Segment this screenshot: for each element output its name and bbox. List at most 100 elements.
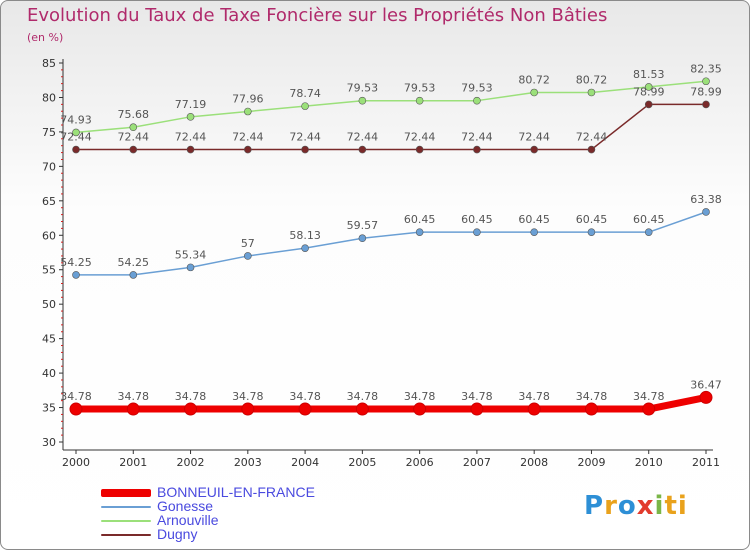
x-tick-label: 2008 <box>520 456 548 469</box>
x-tick-label: 2009 <box>577 456 605 469</box>
data-point <box>358 145 367 154</box>
legend-label: Dugny <box>157 526 198 542</box>
data-point <box>186 145 195 154</box>
data-point <box>301 145 309 154</box>
y-tick-label: 45 <box>42 333 56 346</box>
y-tick-label: 70 <box>42 160 56 173</box>
data-label: 78.99 <box>690 85 722 98</box>
data-point <box>358 234 367 243</box>
data-label: 34.78 <box>576 390 608 403</box>
data-label: 72.44 <box>60 131 92 144</box>
data-label: 81.53 <box>633 68 665 81</box>
data-point <box>530 88 538 97</box>
data-point <box>587 145 596 154</box>
legend-label: Gonesse <box>157 498 214 514</box>
data-label: 54.25 <box>118 256 150 269</box>
data-label: 80.72 <box>576 73 608 86</box>
data-point <box>527 402 541 416</box>
logo-letter: ti <box>664 491 688 521</box>
data-point <box>129 123 138 132</box>
data-label: 34.78 <box>347 390 379 403</box>
data-point <box>244 145 252 154</box>
data-label: 72.44 <box>404 131 436 144</box>
data-label: 72.44 <box>118 131 150 144</box>
logo-letter: r <box>604 491 618 521</box>
data-label: 36.47 <box>690 378 722 391</box>
x-tick-label: 2002 <box>177 456 205 469</box>
x-tick-label: 2001 <box>119 456 147 469</box>
data-point <box>186 263 195 272</box>
data-point <box>72 128 80 137</box>
data-label: 34.78 <box>175 390 207 403</box>
data-point <box>702 100 710 109</box>
data-point <box>244 252 252 260</box>
data-point <box>241 402 255 416</box>
legend-label: Arnouville <box>157 512 219 528</box>
legend-swatch <box>101 489 151 497</box>
legend-swatch <box>101 520 151 522</box>
data-point <box>473 145 481 154</box>
data-label: 72.44 <box>175 131 207 144</box>
y-tick-label: 80 <box>42 91 56 104</box>
data-label: 34.78 <box>60 390 92 403</box>
series-line <box>75 80 707 134</box>
x-tick-label: 2007 <box>463 456 491 469</box>
data-point <box>244 107 252 116</box>
data-label: 34.78 <box>404 390 436 403</box>
data-label: 34.78 <box>118 390 150 403</box>
data-label: 58.13 <box>289 229 321 242</box>
data-label: 72.44 <box>576 131 608 144</box>
data-point <box>72 271 80 279</box>
data-label: 72.44 <box>461 131 493 144</box>
data-label: 54.25 <box>60 256 92 269</box>
data-label: 34.78 <box>461 390 493 403</box>
data-point <box>473 96 481 105</box>
logo-letter: x <box>636 491 655 521</box>
data-point <box>587 88 596 97</box>
data-label: 34.78 <box>518 390 550 403</box>
data-point <box>470 402 484 416</box>
x-tick-label: 2006 <box>406 456 434 469</box>
y-tick-label: 30 <box>42 436 56 449</box>
data-point <box>644 100 653 109</box>
data-label: 78.99 <box>633 85 665 98</box>
series-line <box>76 103 706 151</box>
data-point <box>530 145 538 154</box>
x-tick-label: 2004 <box>291 456 319 469</box>
data-label: 72.44 <box>347 131 379 144</box>
x-tick-label: 2000 <box>62 456 90 469</box>
data-point <box>587 228 596 236</box>
data-label: 60.45 <box>404 213 436 226</box>
data-point <box>642 402 656 416</box>
data-point <box>644 228 653 236</box>
data-point <box>473 228 481 236</box>
x-tick-label: 2011 <box>692 456 720 469</box>
data-label: 59.57 <box>347 219 379 232</box>
data-label: 77.19 <box>175 98 207 111</box>
legend-swatch <box>101 534 151 536</box>
data-point <box>702 208 710 216</box>
y-tick-label: 75 <box>42 126 56 139</box>
data-point <box>413 402 427 416</box>
data-point <box>702 77 710 86</box>
data-point <box>358 96 367 105</box>
y-tick-label: 35 <box>42 402 56 415</box>
data-label: 79.53 <box>461 82 493 95</box>
data-label: 72.44 <box>289 131 321 144</box>
data-point <box>129 271 138 279</box>
data-point <box>355 402 369 416</box>
data-label: 72.44 <box>518 131 550 144</box>
data-point <box>415 96 424 105</box>
proxiti-logo: Proxiti <box>584 491 688 521</box>
data-point <box>298 402 312 416</box>
data-point <box>129 145 138 154</box>
series-line <box>76 211 707 276</box>
data-point <box>644 83 653 91</box>
y-tick-label: 60 <box>42 229 56 242</box>
data-label: 79.53 <box>404 82 436 95</box>
data-point <box>530 228 538 236</box>
data-point <box>415 228 424 236</box>
logo-letter: o <box>617 491 637 521</box>
